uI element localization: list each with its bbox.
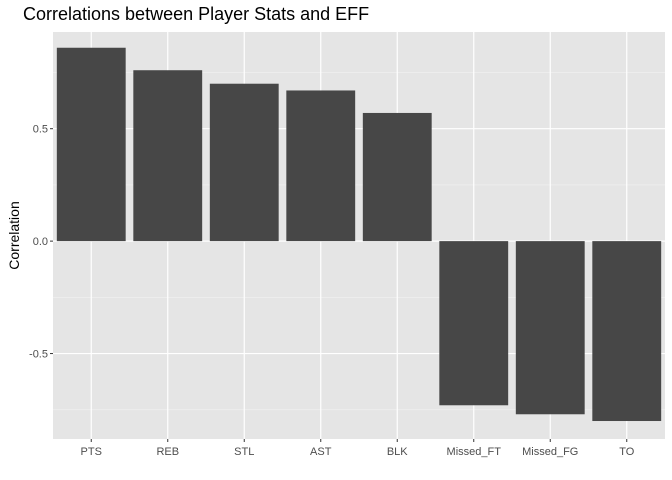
- chart-title: Correlations between Player Stats and EF…: [23, 4, 370, 24]
- bar-ast: [286, 90, 356, 242]
- bar-reb: [133, 70, 203, 242]
- bar-blk: [362, 112, 432, 242]
- y-axis-ticks: -0.5 0.0 0.5: [29, 124, 53, 361]
- x-tick-label: AST: [310, 446, 332, 458]
- bar-missed-ft: [439, 241, 509, 406]
- y-tick-label: -0.5: [29, 349, 48, 361]
- x-tick-label: BLK: [387, 446, 408, 458]
- bar-stl: [209, 83, 279, 242]
- x-axis-ticks: PTS REB STL AST BLK Missed_FT Missed_FG TO: [81, 439, 635, 458]
- y-axis-title: Correlation: [6, 201, 22, 269]
- x-tick-label: PTS: [81, 446, 102, 458]
- bar-missed-fg: [515, 241, 585, 415]
- bars: [56, 47, 662, 422]
- x-tick-label: STL: [234, 446, 254, 458]
- bar-pts: [56, 47, 126, 242]
- x-tick-label: Missed_FT: [447, 446, 502, 458]
- x-tick-label: TO: [619, 446, 635, 458]
- x-tick-label: REB: [156, 446, 179, 458]
- y-tick-label: 0.0: [33, 236, 48, 248]
- y-tick-label: 0.5: [33, 124, 48, 136]
- bar-to: [592, 241, 662, 422]
- x-tick-label: Missed_FG: [522, 446, 578, 458]
